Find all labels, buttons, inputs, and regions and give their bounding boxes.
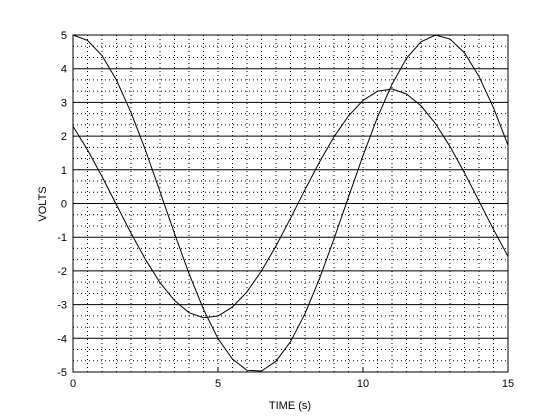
x-tick-label: 15 (502, 378, 514, 390)
y-axis-label: VOLTS (37, 186, 49, 221)
line-series (72, 34, 509, 372)
y-tick-label: -5 (57, 367, 67, 379)
y-tick-label: -4 (57, 333, 67, 345)
y-tick-label: 1 (61, 165, 67, 177)
line-series (72, 88, 509, 319)
y-tick-label: -3 (57, 300, 67, 312)
x-tick-label: 5 (215, 378, 221, 390)
y-tick-label: 3 (61, 97, 67, 109)
y-tick-label: 2 (61, 131, 67, 143)
x-tick-label: 0 (70, 378, 76, 390)
y-tick-label: -1 (57, 232, 67, 244)
x-tick-label: 10 (357, 378, 369, 390)
y-tick-label: 0 (61, 199, 67, 211)
y-tick-label: 4 (61, 64, 67, 76)
x-axis-label: TIME (s) (269, 400, 311, 412)
plot-frame (72, 34, 509, 373)
y-tick-label: -2 (57, 266, 67, 278)
y-tick-label: 5 (61, 30, 67, 42)
